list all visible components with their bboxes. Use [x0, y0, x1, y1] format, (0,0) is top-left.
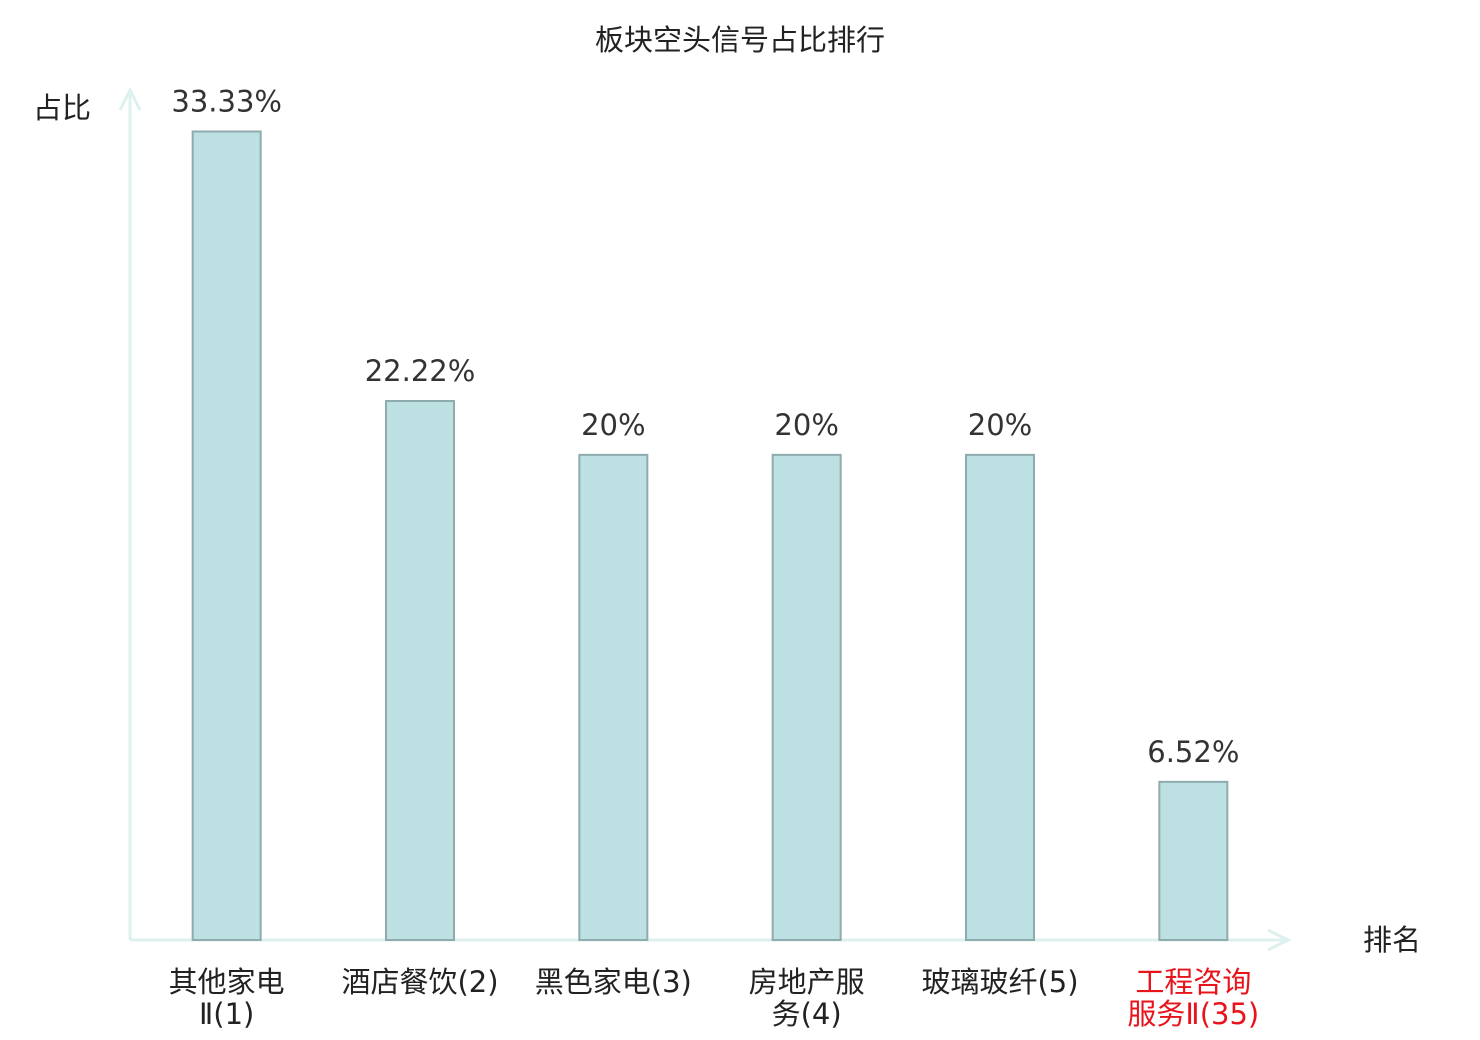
value-label: 20% — [774, 408, 838, 442]
chart-title: 板块空头信号占比排行 — [595, 23, 885, 57]
y-axis-arrow — [118, 86, 142, 111]
x-tick-label: 其他家电 Ⅱ(1) — [169, 965, 285, 1031]
bar — [578, 453, 649, 941]
y-axis-label: 占比 — [33, 91, 91, 125]
value-label: 33.33% — [171, 85, 282, 119]
x-tick-label: 工程咨询服务Ⅱ(35) — [1127, 965, 1259, 1031]
value-label: 22.22% — [365, 354, 476, 388]
x-tick-label: 房地产服务(4) — [749, 965, 865, 1031]
bar — [191, 130, 262, 942]
x-axis-label: 排名 — [1363, 923, 1421, 957]
bar — [965, 453, 1035, 941]
bar — [385, 400, 455, 941]
x-tick-label: 黑色家电(3) — [535, 965, 692, 999]
x-tick-label: 玻璃玻纤(5) — [921, 965, 1078, 999]
value-label: 6.52% — [1147, 735, 1239, 769]
value-label: 20% — [581, 408, 645, 442]
x-axis-arrow — [1267, 928, 1292, 952]
bar — [771, 453, 842, 941]
value-label: 20% — [968, 408, 1032, 442]
x-tick-label: 酒店餐饮(2) — [341, 965, 498, 999]
bar — [1158, 780, 1229, 942]
